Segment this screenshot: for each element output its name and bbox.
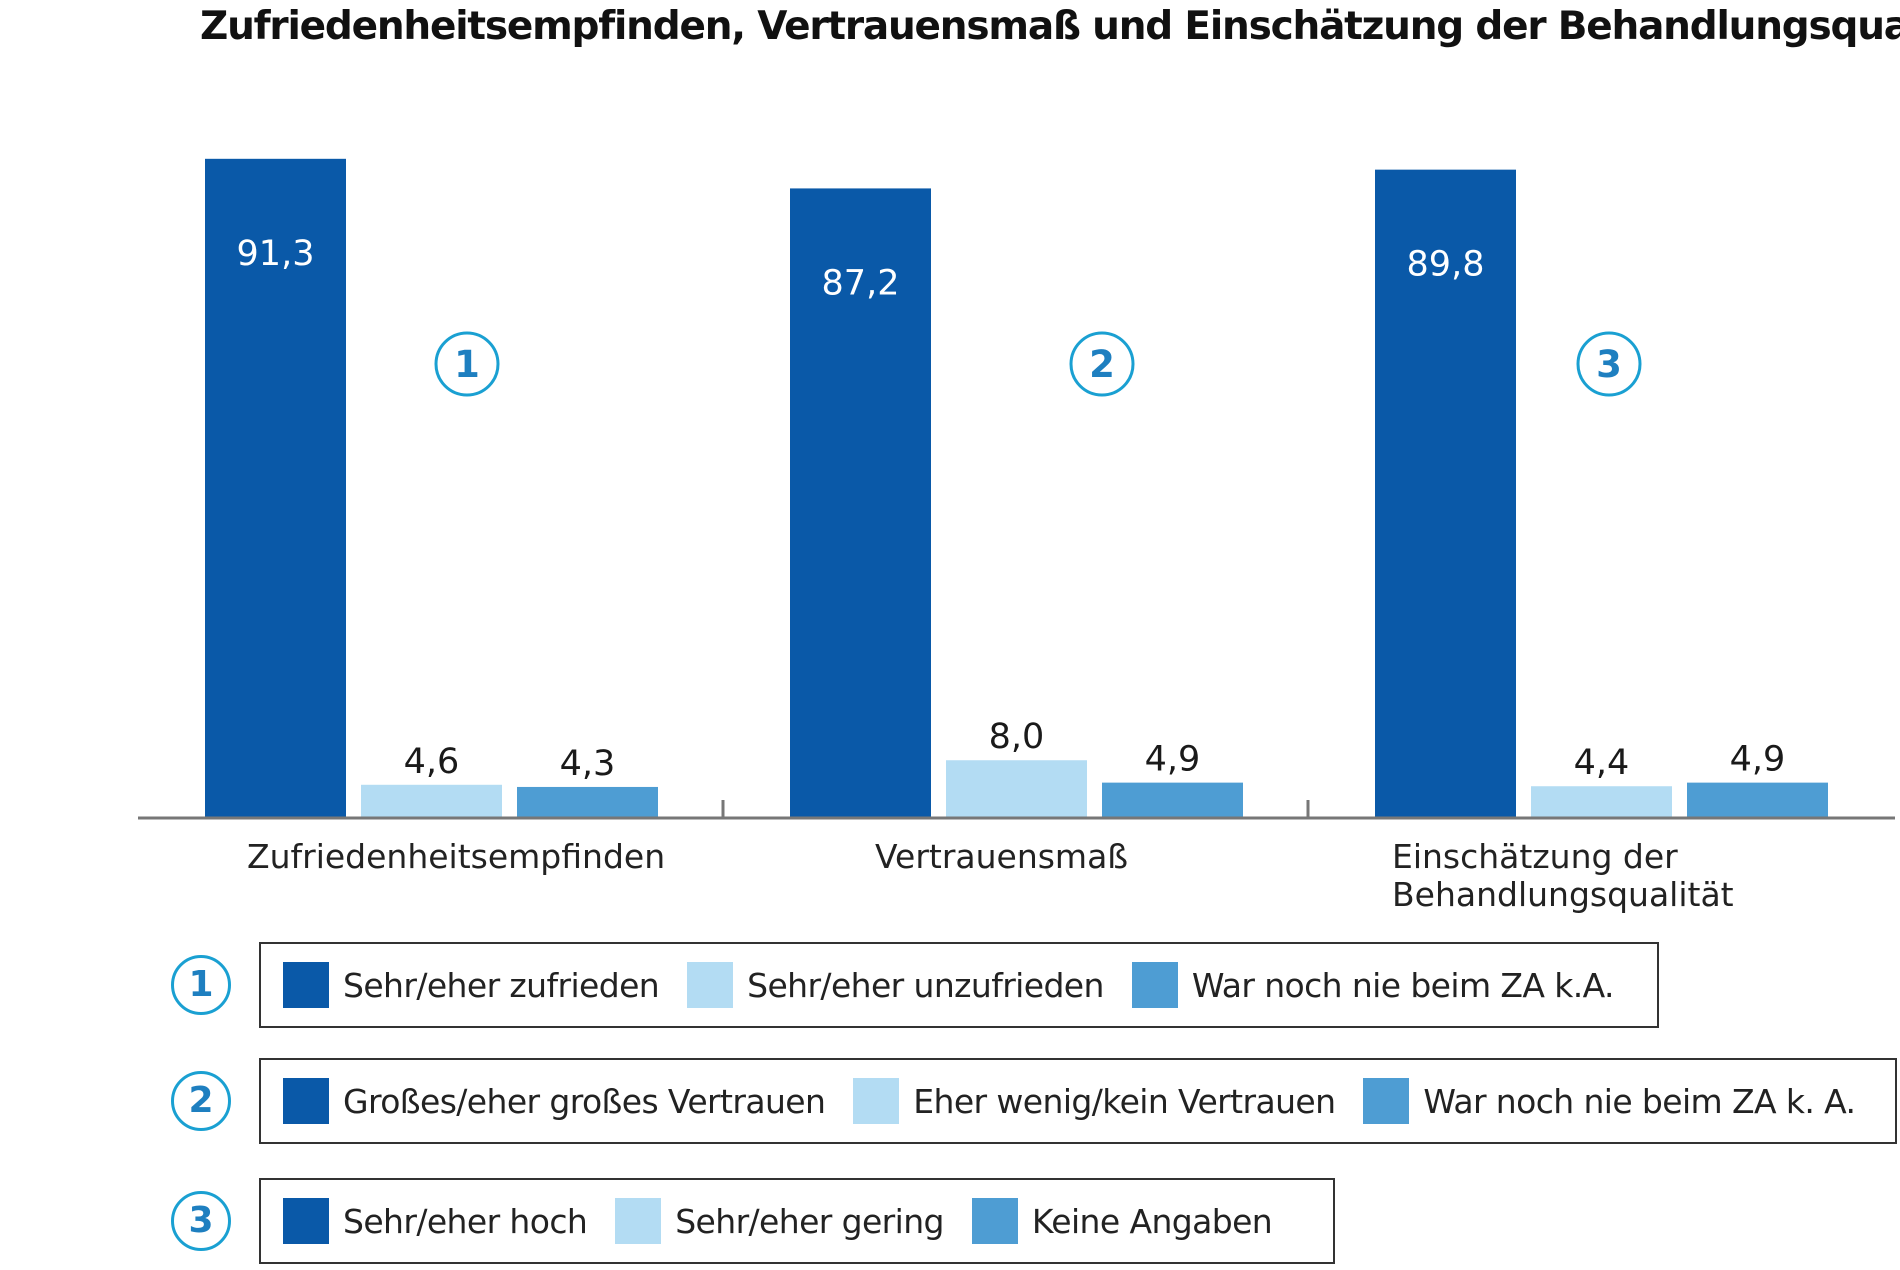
data-label: 4,9 xyxy=(1145,740,1201,780)
legend-label: Eher wenig/kein Vertrauen xyxy=(913,1081,1336,1121)
legend-number-badge: 1 xyxy=(171,955,231,1015)
legend-swatch-dark xyxy=(283,962,329,1008)
x-tick-label: Behandlungsqualität xyxy=(1392,875,1734,914)
bar-2-2 xyxy=(946,760,1087,818)
legend-label: Großes/eher großes Vertrauen xyxy=(343,1081,826,1121)
legend-swatch-light xyxy=(853,1078,900,1124)
legend-label: War noch nie beim ZA k. A. xyxy=(1423,1081,1856,1121)
legend-label: War noch nie beim ZA k.A. xyxy=(1191,965,1615,1005)
legend-item: Sehr/eher gering xyxy=(615,1198,944,1244)
legend-item: Sehr/eher zufrieden xyxy=(283,962,660,1008)
bar-2-3 xyxy=(1102,782,1243,818)
bar-3-2 xyxy=(1531,786,1672,818)
legend-swatch-dark xyxy=(283,1198,329,1244)
category-badge-number: 3 xyxy=(1596,343,1622,386)
legend-box: Sehr/eher zufrieden Sehr/eher unzufriede… xyxy=(259,942,1659,1028)
legend-number-badge: 3 xyxy=(171,1191,231,1251)
legend-box: Großes/eher großes Vertrauen Eher wenig/… xyxy=(259,1058,1897,1144)
category-badge-ring xyxy=(1576,331,1642,397)
x-tick-label: Zufriedenheitsempfinden xyxy=(247,837,665,876)
category-badge-number: 1 xyxy=(454,343,480,386)
bar-1-1 xyxy=(205,158,346,819)
legend-label: Sehr/eher gering xyxy=(675,1201,944,1241)
data-label: 8,0 xyxy=(989,717,1045,757)
legend-swatch-light xyxy=(615,1198,662,1244)
data-label: 4,6 xyxy=(404,742,460,782)
bar-3-1 xyxy=(1375,169,1516,819)
bar-1-3 xyxy=(517,786,658,818)
legend-label: Keine Angaben xyxy=(1031,1201,1273,1241)
data-label: 87,2 xyxy=(822,263,900,303)
legend-swatch-medium xyxy=(1131,962,1178,1008)
category-badge-number: 2 xyxy=(1089,343,1115,386)
legend-item: Sehr/eher unzufrieden xyxy=(687,962,1104,1008)
category-badge-ring xyxy=(1069,331,1135,397)
chart-title: Zufriedenheitsempfinden, Vertrauensmaß u… xyxy=(200,4,1900,49)
legend-swatch-medium xyxy=(1363,1078,1410,1124)
legend-item: Keine Angaben xyxy=(971,1198,1273,1244)
legend-swatch-light xyxy=(687,962,734,1008)
legend-item: War noch nie beim ZA k. A. xyxy=(1363,1078,1856,1124)
legend-label: Sehr/eher hoch xyxy=(343,1201,588,1241)
legend-number-badge: 2 xyxy=(171,1071,231,1131)
data-label: 89,8 xyxy=(1407,245,1485,285)
data-label: 91,3 xyxy=(237,234,315,274)
data-label: 4,9 xyxy=(1730,740,1786,780)
legend-label: Sehr/eher zufrieden xyxy=(343,965,660,1005)
legend-label: Sehr/eher unzufrieden xyxy=(747,965,1104,1005)
data-label: 4,3 xyxy=(560,744,616,784)
category-badge-ring xyxy=(434,331,500,397)
legend-item: Sehr/eher hoch xyxy=(283,1198,588,1244)
x-tick-label: Einschätzung der xyxy=(1392,837,1678,876)
data-label: 4,4 xyxy=(1574,743,1630,783)
legend-item: Großes/eher großes Vertrauen xyxy=(283,1078,826,1124)
x-tick-label: Vertrauensmaß xyxy=(875,837,1128,876)
legend-box: Sehr/eher hoch Sehr/eher gering Keine An… xyxy=(259,1178,1335,1264)
legend-swatch-medium xyxy=(971,1198,1018,1244)
bar-2-1 xyxy=(790,188,931,818)
bar-3-3 xyxy=(1687,782,1828,818)
bar-chart: 91,3 4,6 4,3 1 87,2 8,0 4,9 2 89,8 4,4 4,9 3 Zufried… xyxy=(138,158,1895,914)
legend-item: War noch nie beim ZA k.A. xyxy=(1131,962,1615,1008)
legend-swatch-dark xyxy=(283,1078,329,1124)
legend-item: Eher wenig/kein Vertrauen xyxy=(853,1078,1336,1124)
bar-1-2 xyxy=(361,784,502,818)
